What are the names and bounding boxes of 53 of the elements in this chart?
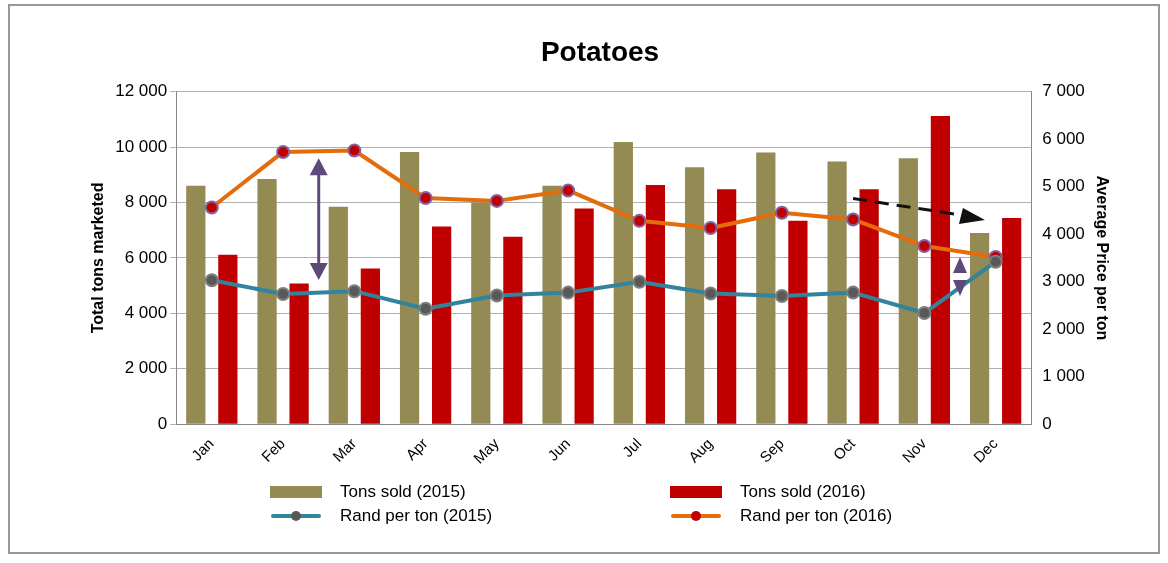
x-tick-label: Apr [402, 434, 431, 464]
x-tick-label: Nov [898, 434, 930, 466]
y2-tick-label: 5 000 [1042, 176, 1085, 196]
bar [289, 283, 309, 424]
x-tick-label: Jun [544, 434, 574, 464]
bar [328, 206, 348, 424]
bar [218, 254, 238, 424]
chart-title: Potatoes [540, 35, 660, 67]
bar [898, 158, 918, 424]
bar [471, 202, 491, 424]
bar [399, 152, 420, 424]
y2-tick-label: 4 000 [1042, 223, 1085, 243]
bar [788, 220, 808, 424]
x-tick-label: Dec [969, 434, 1002, 466]
x-tick-label: Sep [756, 434, 787, 466]
y2-tick-label: 2 000 [1042, 318, 1085, 338]
y2-axis-title: Average Price per ton [1093, 175, 1111, 341]
bar [827, 161, 847, 424]
y-tick-label: 8 000 [124, 192, 168, 212]
y-axis-title: Total tons marketed [89, 182, 107, 334]
x-tick-label: Oct [829, 434, 859, 464]
legend-label: Tons sold (2015) [340, 482, 466, 502]
y-tick-label: 6 000 [124, 247, 168, 267]
y-tick-label: 0 [157, 413, 168, 433]
y-tick-label: 10 000 [115, 136, 168, 156]
x-tick-label: Mar [329, 434, 360, 465]
x-tick-label: Jul [618, 434, 645, 461]
x-tick-label: Jan [187, 434, 217, 464]
y-tick-label: 12 000 [115, 81, 168, 101]
legend-label: Rand per ton (2016) [740, 506, 893, 526]
bar [257, 178, 277, 424]
bar [542, 185, 562, 424]
bar [186, 185, 206, 424]
y2-tick-label: 6 000 [1042, 128, 1085, 148]
bar [503, 236, 523, 424]
x-tick-label: Aug [684, 434, 716, 466]
x-tick-label: May [469, 434, 503, 467]
bar [574, 208, 594, 424]
y2-tick-label: 1 000 [1042, 366, 1085, 386]
bar [613, 142, 633, 424]
legend-label: Rand per ton (2015) [340, 506, 493, 526]
bar [432, 226, 452, 424]
y-tick-label: 2 000 [124, 358, 168, 378]
y2-tick-label: 3 000 [1042, 271, 1085, 291]
bar [684, 167, 705, 424]
x-tick-label: Feb [257, 434, 289, 465]
bar [969, 232, 990, 424]
legend-label: Tons sold (2016) [740, 482, 866, 502]
bar [360, 268, 380, 424]
y-tick-label: 4 000 [124, 303, 168, 323]
bar [756, 152, 776, 424]
y2-tick-label: 7 000 [1042, 81, 1085, 101]
y2-tick-label: 0 [1042, 413, 1052, 433]
